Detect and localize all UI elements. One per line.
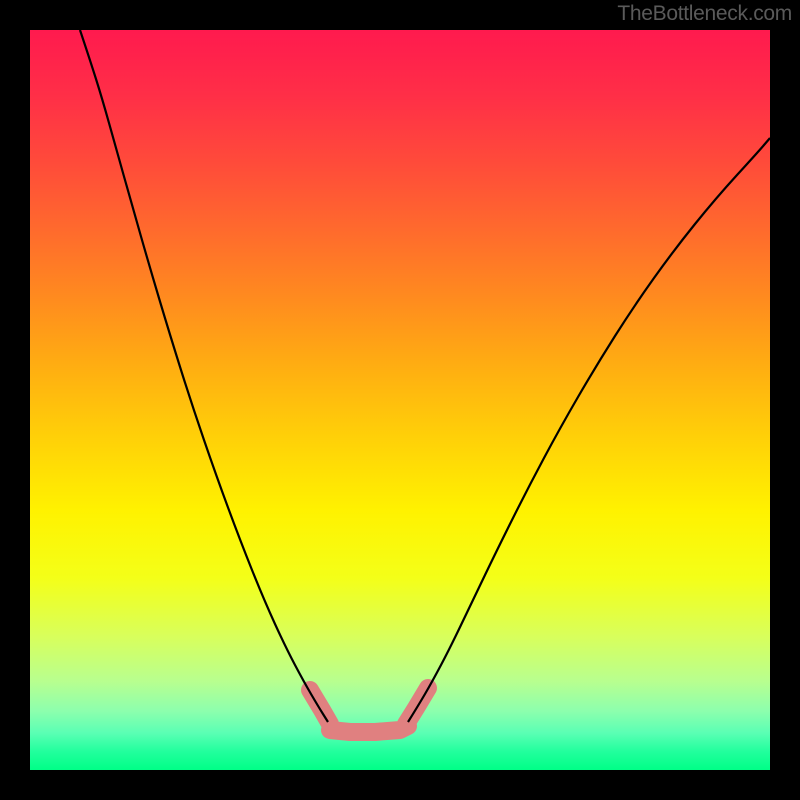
highlight-segment-1 — [330, 726, 408, 732]
chart-container: TheBottleneck.com — [0, 0, 800, 800]
left-curve — [80, 30, 328, 722]
plot-area — [30, 30, 770, 770]
watermark-text: TheBottleneck.com — [617, 2, 792, 26]
right-curve — [408, 138, 770, 722]
curve-layer — [30, 30, 770, 770]
